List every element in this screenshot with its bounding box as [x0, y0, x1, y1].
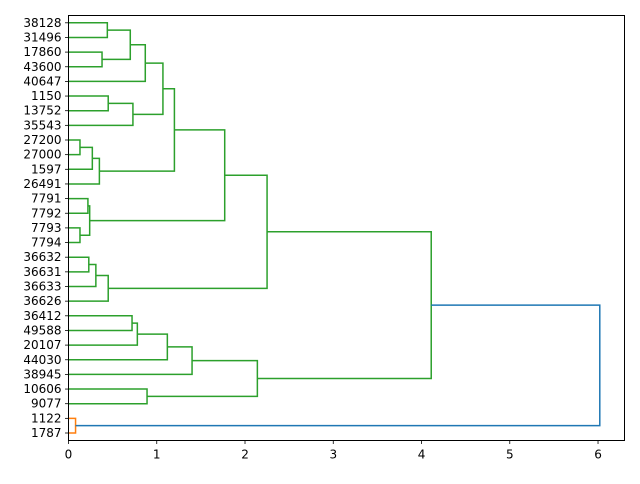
plot-area-frame [68, 15, 625, 441]
dendrogram-link-15 [68, 256, 90, 273]
dendrogram-link-19 [68, 315, 133, 332]
dendrogram-link-18 [108, 174, 268, 290]
leaf-label: 43600 [23, 60, 61, 74]
x-tick-label: 3 [329, 448, 337, 462]
leaf-label: 1150 [31, 89, 62, 103]
links-layer [68, 22, 601, 434]
dendrogram-link-23 [68, 388, 148, 405]
x-axis: 0 1 2 3 4 5 6 [65, 440, 602, 462]
leaf-label: 9077 [31, 397, 62, 411]
x-tick-label: 5 [506, 448, 514, 462]
leaf-label: 44030 [23, 353, 61, 367]
dendrogram-link-20 [68, 322, 139, 346]
leaf-label: 1597 [31, 162, 62, 176]
leaf-label: 36626 [23, 294, 61, 308]
dendrogram-link-25 [257, 231, 432, 380]
leaf-label: 27000 [23, 148, 61, 162]
leaf-label: 26491 [23, 177, 61, 191]
leaf-label: 7791 [31, 192, 62, 206]
x-tick-label: 0 [65, 448, 73, 462]
dendrogram-link-26 [68, 417, 77, 434]
dendrogram-link-3 [68, 44, 147, 83]
leaf-label: 40647 [23, 74, 61, 88]
dendrogram-link-11 [68, 197, 89, 214]
leaf-label: 17860 [23, 45, 61, 59]
leaf-label: 27200 [23, 133, 61, 147]
leaf-label: 36632 [23, 250, 61, 264]
dendrogram-link-24 [147, 359, 259, 398]
dendrogram-link-1 [68, 51, 103, 68]
leaf-label: 36412 [23, 309, 61, 323]
leaf-label: 7793 [31, 221, 62, 235]
dendrogram-link-2 [102, 29, 132, 61]
leaf-label: 49588 [23, 323, 61, 337]
dendrogram-link-14 [89, 129, 226, 222]
dendrogram-link-17 [68, 274, 109, 302]
dendrogram-link-0 [68, 22, 109, 39]
dendrogram-link-7 [68, 139, 81, 156]
dendrogram-link-21 [68, 333, 169, 361]
dendrogram-link-9 [68, 157, 101, 185]
leaf-label: 20107 [23, 338, 61, 352]
dendrogram-link-12 [68, 227, 81, 244]
dendrogram-link-22 [68, 346, 193, 376]
x-tick-label: 4 [418, 448, 426, 462]
leaf-label: 35543 [23, 118, 61, 132]
leaf-label: 10606 [23, 382, 61, 396]
dendrogram-link-5 [68, 102, 134, 127]
leaf-label: 38945 [23, 367, 61, 381]
x-tick-label: 1 [153, 448, 161, 462]
x-tick-label: 2 [241, 448, 249, 462]
dendrogram-link-4 [68, 95, 109, 112]
leaf-label: 36631 [23, 265, 61, 279]
dendrogram-link-27 [75, 304, 601, 427]
leaf-label: 36633 [23, 280, 61, 294]
leaf-label: 1787 [31, 426, 62, 440]
dendrogram-link-16 [68, 263, 97, 288]
y-axis: 3812831496178604360040647115013752355432… [23, 16, 69, 440]
leaf-label: 7794 [31, 236, 62, 250]
dendrogram-link-6 [132, 62, 164, 116]
leaf-label: 7792 [31, 206, 62, 220]
leaf-label: 31496 [23, 30, 61, 44]
leaf-label: 13752 [23, 104, 61, 118]
x-tick-label: 6 [594, 448, 602, 462]
leaf-label: 1122 [31, 411, 62, 425]
leaf-label: 38128 [23, 16, 61, 30]
